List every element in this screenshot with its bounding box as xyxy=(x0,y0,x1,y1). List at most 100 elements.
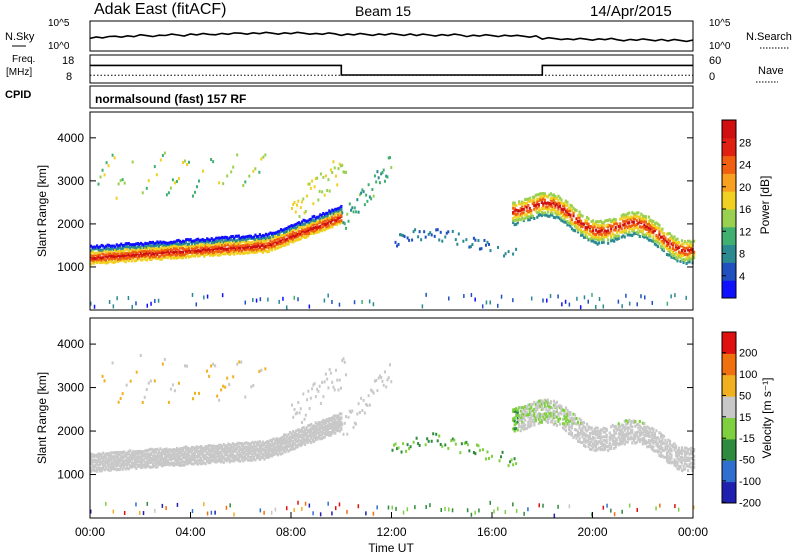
heatmap-cell xyxy=(688,458,691,462)
heatmap-cell xyxy=(189,250,192,254)
heatmap-cell xyxy=(153,165,156,169)
heatmap-cell xyxy=(329,168,332,172)
heatmap-cell xyxy=(308,223,311,227)
heatmap-cell xyxy=(670,456,673,460)
heatmap-cell xyxy=(611,442,614,446)
heatmap-cell xyxy=(536,193,539,197)
heatmap-cell xyxy=(301,228,304,232)
heatmap-cell xyxy=(304,438,307,442)
heatmap-cell xyxy=(132,243,135,247)
heatmap-cell xyxy=(112,254,115,258)
heatmap-cell xyxy=(282,433,286,437)
heatmap-cell xyxy=(166,256,170,260)
heatmap-cell xyxy=(298,215,301,219)
heatmap-cell xyxy=(638,419,641,423)
heatmap-cell xyxy=(590,220,593,224)
heatmap-cell xyxy=(484,243,487,247)
heatmap-cell xyxy=(118,464,121,468)
heatmap-cell xyxy=(316,387,319,391)
heatmap-cell xyxy=(186,449,189,453)
heatmap-cell xyxy=(358,410,361,414)
heatmap-cell xyxy=(632,232,635,236)
heatmap-cell xyxy=(285,444,289,448)
heatmap-cell xyxy=(175,250,179,254)
heatmap-cell xyxy=(248,241,251,245)
heatmap-cell xyxy=(96,462,99,466)
heatmap-cell xyxy=(622,219,625,223)
heatmap-cell xyxy=(204,453,207,457)
heatmap-cell xyxy=(338,412,341,416)
heatmap-cell xyxy=(213,451,216,455)
heatmap-cell xyxy=(643,220,646,224)
heatmap-cell xyxy=(272,443,275,447)
heatmap-cell xyxy=(560,216,563,220)
heatmap-cell xyxy=(326,211,329,215)
heatmap-cell xyxy=(97,460,100,464)
heatmap-cell xyxy=(169,387,172,391)
heatmap-cell xyxy=(288,435,292,439)
heatmap-cell xyxy=(233,454,236,458)
heatmap-cell xyxy=(213,247,216,251)
heatmap-cell xyxy=(288,437,292,441)
heatmap-cell xyxy=(319,512,322,517)
colorbar-swatch xyxy=(722,396,736,418)
heatmap-cell xyxy=(225,459,228,463)
heatmap-cell xyxy=(530,212,533,216)
heatmap-cell xyxy=(240,360,243,364)
heatmap-cell xyxy=(322,175,325,179)
heatmap-cell xyxy=(605,433,608,437)
heatmap-cell xyxy=(197,458,200,462)
heatmap-cell xyxy=(381,379,384,383)
heatmap-cell xyxy=(522,412,525,416)
heatmap-cell xyxy=(646,227,649,231)
heatmap-cell xyxy=(168,247,171,251)
heatmap-cell xyxy=(292,430,295,434)
heatmap-cell xyxy=(551,420,554,424)
heatmap-cell xyxy=(515,407,518,411)
heatmap-cell xyxy=(165,453,168,457)
heatmap-cell xyxy=(219,446,222,450)
heatmap-cell xyxy=(191,247,194,251)
heatmap-cell xyxy=(614,225,617,229)
heatmap-cell xyxy=(337,209,340,213)
heatmap-cell xyxy=(194,247,197,251)
heatmap-cell xyxy=(308,431,311,435)
heatmap-cell xyxy=(332,425,335,429)
heatmap-cell xyxy=(497,303,499,308)
heatmap-cell xyxy=(602,426,605,430)
heatmap-cell xyxy=(693,250,696,254)
heatmap-cell xyxy=(292,202,295,206)
heatmap-cell xyxy=(150,451,153,455)
heatmap-cell xyxy=(167,191,170,195)
heatmap-cell xyxy=(220,388,223,392)
heatmap-cell xyxy=(200,449,203,453)
heatmap-cell xyxy=(267,440,271,444)
heatmap-cell xyxy=(610,226,613,230)
heatmap-cell xyxy=(625,440,628,444)
heatmap-cell xyxy=(342,357,345,361)
heatmap-cell xyxy=(120,451,123,455)
heatmap-cell xyxy=(248,234,251,238)
heatmap-cell xyxy=(607,444,610,448)
heatmap-cell xyxy=(136,248,139,252)
heatmap-cell xyxy=(111,460,114,464)
heatmap-cell xyxy=(338,214,341,218)
heatmap-cell xyxy=(100,469,103,473)
heatmap-cell xyxy=(338,378,341,382)
heatmap-cell xyxy=(269,231,272,235)
heatmap-cell xyxy=(144,463,147,467)
heatmap-cell xyxy=(658,444,661,448)
heatmap-cell xyxy=(382,168,385,172)
heatmap-cell xyxy=(632,223,635,227)
heatmap-cell xyxy=(210,453,213,457)
heatmap-cell xyxy=(658,449,661,453)
heatmap-cell xyxy=(257,440,260,444)
heatmap-cell xyxy=(191,292,194,297)
heatmap-cell xyxy=(281,446,284,450)
heatmap-cell xyxy=(153,456,156,460)
heatmap-cell xyxy=(644,426,647,430)
heatmap-cell xyxy=(131,304,133,309)
heatmap-cell xyxy=(320,426,323,430)
heatmap-cell xyxy=(527,199,530,203)
heatmap-cell xyxy=(278,242,281,246)
